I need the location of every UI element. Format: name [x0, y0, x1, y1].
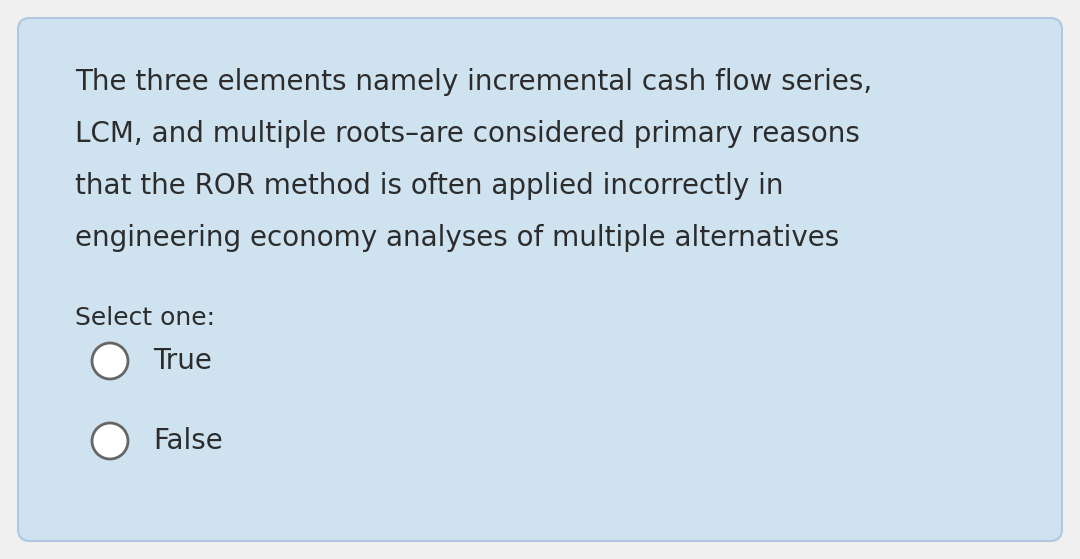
- Text: LCM, and multiple roots–are considered primary reasons: LCM, and multiple roots–are considered p…: [75, 120, 860, 148]
- Text: Select one:: Select one:: [75, 306, 215, 330]
- FancyBboxPatch shape: [18, 18, 1062, 541]
- Circle shape: [92, 423, 129, 459]
- Circle shape: [92, 343, 129, 379]
- Text: False: False: [153, 427, 222, 455]
- Text: engineering economy analyses of multiple alternatives: engineering economy analyses of multiple…: [75, 224, 839, 252]
- Text: that the ROR method is often applied incorrectly in: that the ROR method is often applied inc…: [75, 172, 783, 200]
- Text: The three elements namely incremental cash flow series,: The three elements namely incremental ca…: [75, 68, 873, 96]
- Text: True: True: [153, 347, 212, 375]
